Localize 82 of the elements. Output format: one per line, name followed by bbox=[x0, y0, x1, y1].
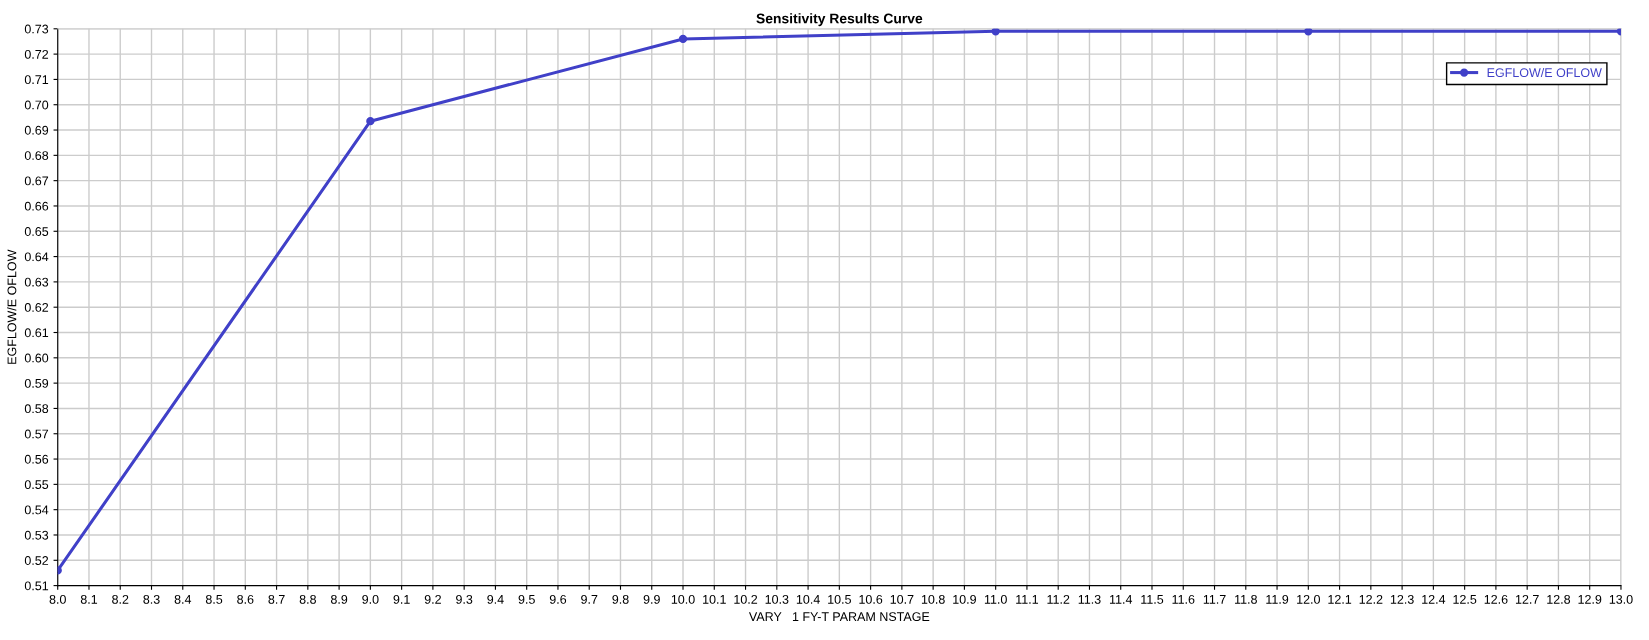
y-tick-label: 0.56 bbox=[24, 454, 49, 464]
y-axis-title: EGFLOW/E OFLOW bbox=[7, 249, 17, 364]
x-tick-label: 10.9 bbox=[953, 594, 976, 604]
x-tick-label: 12.0 bbox=[1297, 594, 1320, 604]
legend-label: EGFLOW/E OFLOW bbox=[1487, 67, 1602, 78]
x-tick-label: 9.1 bbox=[393, 594, 410, 604]
x-tick-label: 9.2 bbox=[424, 594, 441, 604]
x-tick-label: 10.7 bbox=[890, 594, 914, 604]
x-tick-label: 13.0 bbox=[1609, 594, 1633, 604]
x-tick-label: 11.6 bbox=[1172, 594, 1195, 604]
y-tick-label: 0.54 bbox=[24, 505, 49, 515]
y-tick-label: 0.58 bbox=[24, 404, 49, 414]
y-tick-label: 0.66 bbox=[24, 201, 49, 211]
x-tick-label: 9.0 bbox=[362, 594, 379, 604]
y-tick-label: 0.60 bbox=[24, 353, 49, 363]
x-tick-label: 12.9 bbox=[1578, 594, 1602, 604]
x-tick-label: 10.6 bbox=[859, 594, 883, 604]
x-tick-label: 9.6 bbox=[549, 594, 567, 604]
x-tick-label: 11.4 bbox=[1109, 595, 1133, 604]
x-tick-label: 11.2 bbox=[1047, 594, 1070, 604]
y-tick-label: 0.63 bbox=[24, 277, 49, 287]
x-tick-label: 10.5 bbox=[828, 594, 851, 604]
x-tick-label: 12.1 bbox=[1328, 594, 1352, 604]
x-tick-label: 11.3 bbox=[1078, 594, 1101, 604]
x-tick-label: 8.9 bbox=[330, 594, 348, 604]
point bbox=[366, 117, 375, 126]
x-tick-label: 10.3 bbox=[765, 594, 789, 604]
x-tick-label: 12.3 bbox=[1390, 594, 1414, 604]
y-tick-label: 0.62 bbox=[24, 303, 49, 312]
x-tick-label: 9.5 bbox=[518, 594, 535, 604]
x-tick-label: 11.5 bbox=[1141, 595, 1164, 604]
point bbox=[678, 34, 688, 44]
x-axis-title: VARY 1 FY-T PARAM NSTAGE bbox=[748, 612, 930, 622]
x-tick-label: 8.8 bbox=[299, 594, 316, 604]
x-tick-label: 11.8 bbox=[1235, 594, 1257, 604]
x-tick-label: 8.1 bbox=[80, 594, 98, 604]
x-tick-label: 8.4 bbox=[174, 594, 192, 604]
x-tick-label: 9.8 bbox=[612, 594, 629, 604]
x-tick-label: 12.6 bbox=[1484, 594, 1508, 604]
y-tick-label: 0.73 bbox=[24, 24, 49, 34]
x-tick-label: 12.8 bbox=[1547, 594, 1571, 604]
x-tick-label: 10.2 bbox=[734, 594, 758, 604]
point bbox=[991, 28, 1000, 36]
x-tick-label: 8.0 bbox=[49, 594, 66, 604]
y-tick-label: 0.72 bbox=[24, 49, 49, 59]
y-tick-label: 0.52 bbox=[24, 556, 49, 565]
x-tick-label: 11.7 bbox=[1203, 595, 1226, 604]
y-tick-label: 0.51 bbox=[24, 581, 49, 591]
x-tick-label: 11.1 bbox=[1016, 595, 1039, 604]
y-tick-label: 0.59 bbox=[24, 378, 49, 388]
y-tick-label: 0.64 bbox=[24, 252, 49, 262]
x-tick-label: 8.2 bbox=[112, 594, 129, 604]
y-tick-label: 0.69 bbox=[24, 125, 49, 135]
y-tick-label: 0.67 bbox=[24, 176, 49, 186]
y-tick-label: 0.68 bbox=[24, 151, 49, 160]
x-tick-label: 11.9 bbox=[1266, 594, 1289, 604]
x-tick-label: 9.7 bbox=[581, 594, 598, 604]
x-tick-label: 9.4 bbox=[487, 594, 504, 604]
y-tick-label: 0.71 bbox=[24, 75, 49, 85]
y-tick-label: 0.65 bbox=[24, 227, 49, 236]
x-tick-label: 8.6 bbox=[237, 594, 254, 604]
x-tick-label: 8.5 bbox=[205, 594, 223, 604]
y-tick-label: 0.61 bbox=[24, 328, 49, 338]
x-tick-label: 12.2 bbox=[1359, 594, 1383, 604]
x-tick-label: 10.4 bbox=[796, 594, 820, 604]
x-tick-label: 8.7 bbox=[268, 594, 285, 604]
x-tick-label: 10.8 bbox=[921, 594, 945, 604]
y-tick-label: 0.53 bbox=[24, 530, 49, 540]
chart-title: Sensitivity Results Curve bbox=[756, 13, 923, 27]
x-tick-label: 12.7 bbox=[1515, 594, 1539, 604]
x-tick-label: 10.1 bbox=[703, 594, 726, 604]
x-tick-label: 9.9 bbox=[643, 594, 660, 604]
x-tick-label: 12.4 bbox=[1422, 594, 1446, 604]
x-tick-label: 10.0 bbox=[671, 594, 695, 604]
y-tick-label: 0.57 bbox=[24, 429, 49, 439]
y-tick-label: 0.70 bbox=[24, 100, 49, 110]
x-tick-label: 11.0 bbox=[984, 594, 1007, 604]
y-tick-label: 0.55 bbox=[24, 480, 49, 490]
x-tick-label: 12.5 bbox=[1453, 594, 1477, 604]
point bbox=[1304, 28, 1313, 36]
x-tick-label: 8.3 bbox=[143, 594, 160, 604]
x-tick-label: 9.3 bbox=[456, 594, 473, 604]
